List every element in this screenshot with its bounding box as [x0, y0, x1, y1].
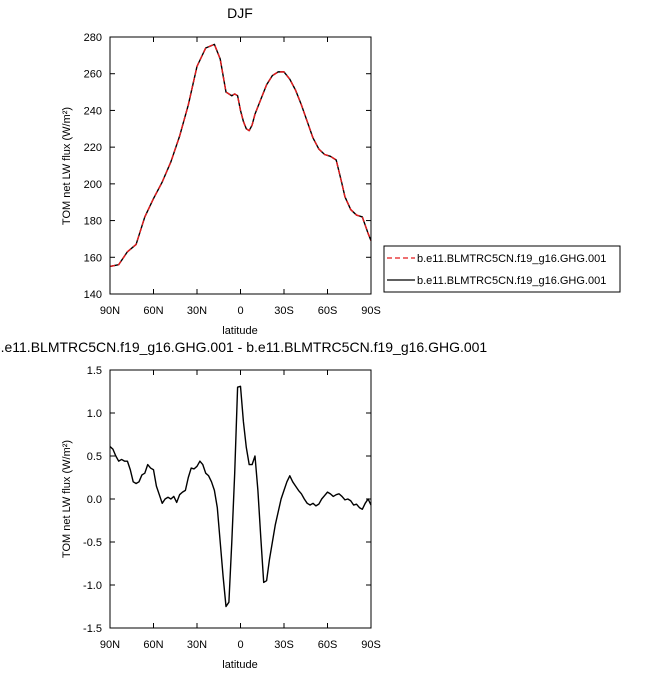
- bottom-chart-panel: b.e11.BLMTRC5CN.f19_g16.GHG.001 - b.e11.…: [0, 339, 487, 671]
- top-y-tick-label: 260: [84, 69, 102, 81]
- legend-item-label-2: b.e11.BLMTRC5CN.f19_g16.GHG.001: [417, 275, 606, 287]
- bottom-plot-frame: [109, 369, 372, 629]
- bottom-y-tick-label: 0.5: [87, 451, 102, 463]
- bottom-x-tick-label: 60N: [143, 639, 163, 651]
- bottom-x-tick-label: 90N: [100, 639, 120, 651]
- bottom-chart-title: b.e11.BLMTRC5CN.f19_g16.GHG.001 - b.e11.…: [0, 339, 487, 355]
- top-x-tick-label: 60S: [318, 305, 338, 317]
- top-y-axis-label: TOM net LW flux (W/m²): [61, 107, 73, 225]
- bottom-series-line-1: [109, 385, 372, 608]
- top-y-tick-label: 140: [84, 289, 102, 301]
- top-x-tick-label: 90N: [100, 305, 120, 317]
- legend-item-label-1: b.e11.BLMTRC5CN.f19_g16.GHG.001: [417, 253, 606, 265]
- bottom-y-tick-label: 1.5: [87, 365, 102, 377]
- bottom-y-tick-label: 1.0: [87, 408, 102, 420]
- top-series-line-1: [109, 43, 372, 268]
- top-series-line-2: [109, 43, 372, 268]
- legend-frame: [383, 245, 621, 293]
- bottom-y-tick-label: -1.0: [83, 580, 102, 592]
- top-x-tick-label: 30N: [187, 305, 207, 317]
- legend: b.e11.BLMTRC5CN.f19_g16.GHG.001 b.e11.BL…: [383, 245, 621, 293]
- bottom-x-axis-label: latitude: [222, 659, 257, 671]
- top-x-tick-label: 0: [237, 305, 243, 317]
- top-y-tick-label: 280: [84, 32, 102, 44]
- top-y-tick-label: 180: [84, 216, 102, 228]
- top-y-tick-label: 200: [84, 179, 102, 191]
- top-x-axis-label: latitude: [222, 325, 257, 337]
- top-y-tick-label: 160: [84, 252, 102, 264]
- top-x-tick-label: 60N: [143, 305, 163, 317]
- top-y-tick-label: 240: [84, 105, 102, 117]
- bottom-y-tick-label: -1.5: [83, 623, 102, 635]
- top-chart-title: DJF: [227, 5, 253, 21]
- top-plot-frame: [109, 36, 372, 295]
- top-chart-panel: DJF 90N 60N 30N 0 30S 60S 90S 140 160 180 200 220 24…: [61, 5, 621, 337]
- bottom-x-tick-label: 60S: [318, 639, 338, 651]
- top-y-tick-label: 220: [84, 142, 102, 154]
- bottom-y-tick-label: 0.0: [87, 494, 102, 506]
- bottom-x-tick-label: 0: [237, 639, 243, 651]
- bottom-y-axis-label: TOM net LW flux (W/m²): [61, 440, 73, 558]
- bottom-y-tick-label: -0.5: [83, 537, 102, 549]
- bottom-x-tick-label: 30N: [187, 639, 207, 651]
- top-x-tick-label: 90S: [361, 305, 381, 317]
- bottom-x-tick-label: 90S: [361, 639, 381, 651]
- top-x-tick-label: 30S: [274, 305, 294, 317]
- bottom-x-tick-label: 30S: [274, 639, 294, 651]
